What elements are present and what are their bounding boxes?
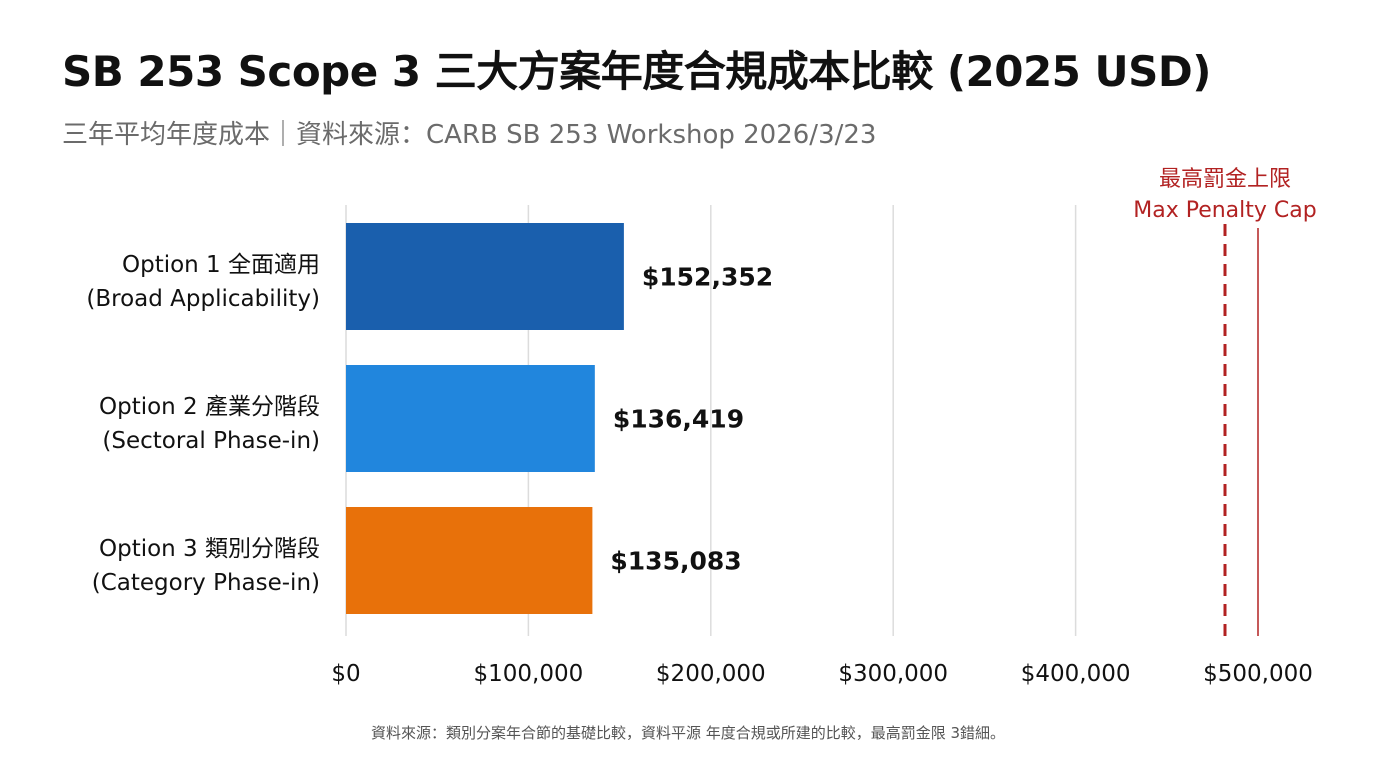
x-tick-label: $500,000: [1203, 661, 1313, 687]
bar-value-label: $152,352: [642, 263, 773, 292]
category-label: (Category Phase-in): [92, 570, 320, 596]
penalty-cap-label: 最高罰金上限: [1159, 167, 1291, 192]
category-label: Option 2 產業分階段: [99, 394, 320, 420]
bar: [346, 223, 624, 330]
bar-value-label: $135,083: [610, 547, 741, 576]
category-label: Option 1 全面適用: [122, 252, 320, 278]
category-label: (Broad Applicability): [86, 286, 320, 312]
category-label: Option 3 類別分階段: [99, 536, 320, 562]
bar: [346, 507, 593, 614]
x-tick-label: $0: [331, 661, 360, 687]
chart-subtitle: 三年平均年度成本｜資料來源：CARB SB 253 Workshop 2026/…: [62, 120, 877, 150]
bar-value-label: $136,419: [613, 405, 744, 434]
x-tick-label: $300,000: [838, 661, 948, 687]
x-tick-label: $100,000: [474, 661, 584, 687]
footnote: 資料來源：類別分案年合節的基礎比較，資料平源 年度合規或所建的比較，最高罰金限 …: [370, 724, 1006, 742]
bar: [346, 365, 595, 472]
penalty-cap-label: Max Penalty Cap: [1133, 198, 1316, 223]
category-label: (Sectoral Phase-in): [102, 428, 320, 454]
chart-title: SB 253 Scope 3 三大方案年度合規成本比較 (2025 USD): [62, 47, 1211, 96]
x-tick-label: $200,000: [656, 661, 766, 687]
x-tick-label: $400,000: [1021, 661, 1131, 687]
